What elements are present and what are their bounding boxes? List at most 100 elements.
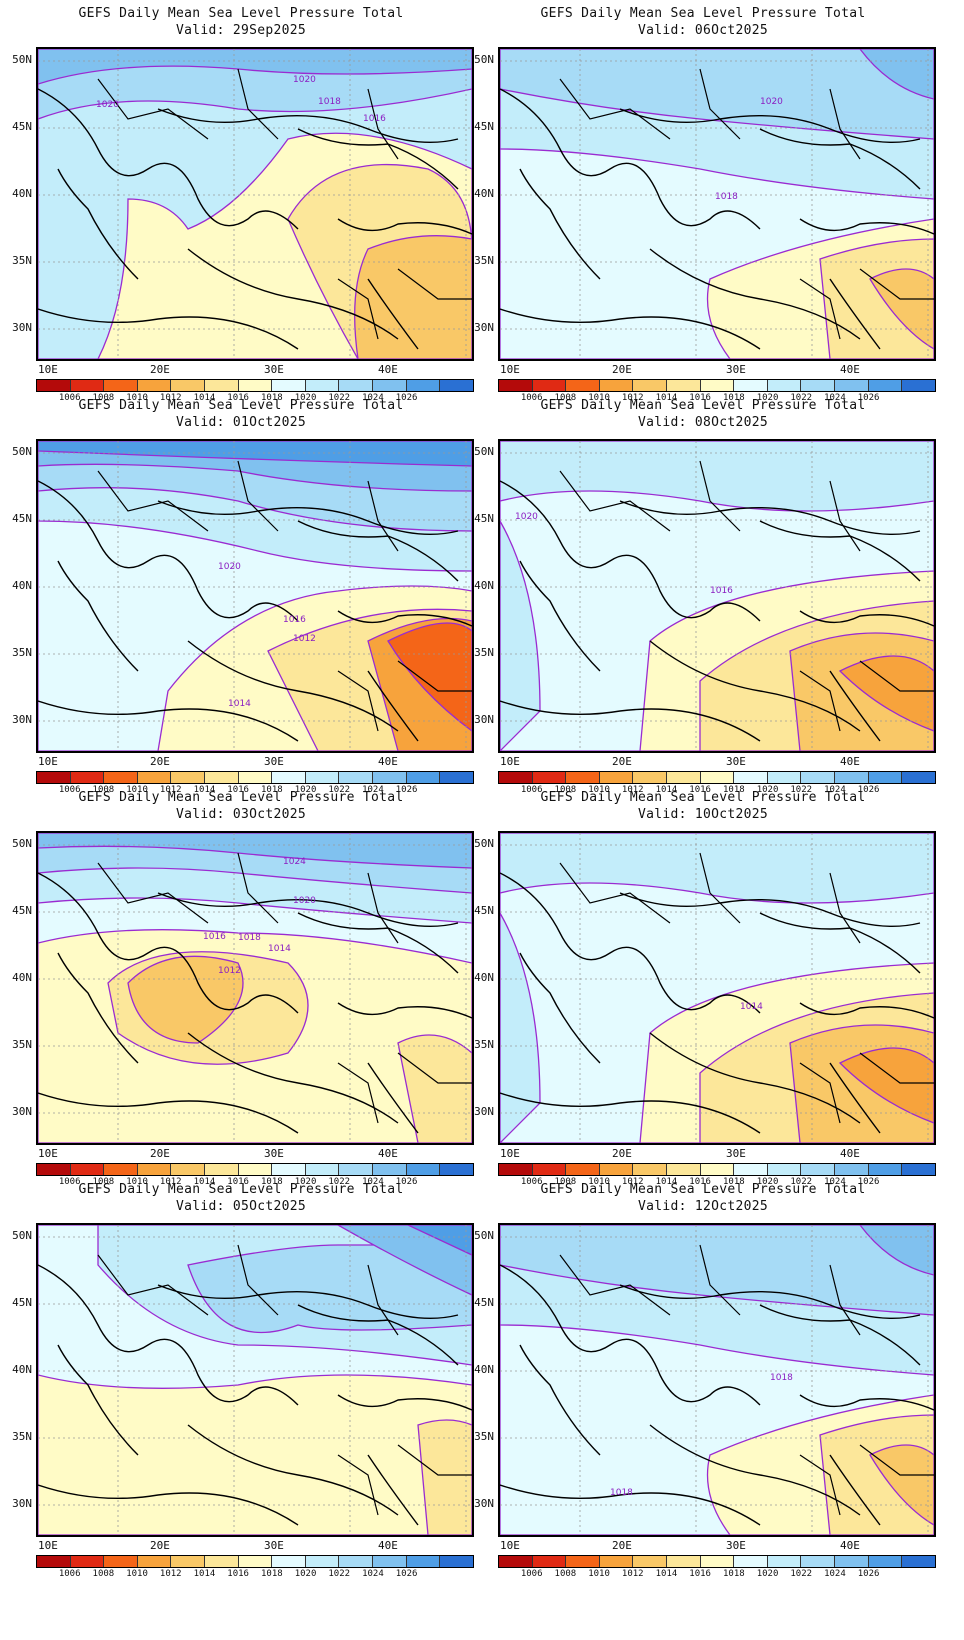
colorbar-tick-label: 1022 bbox=[790, 1569, 813, 1579]
country-border bbox=[559, 470, 671, 532]
colorbar-tick-label: 1012 bbox=[621, 1177, 644, 1187]
lat-tick-label: 45N bbox=[12, 120, 32, 133]
colorbar-tick-label: 1018 bbox=[261, 1569, 283, 1579]
lat-tick-label: 50N bbox=[474, 837, 494, 850]
lat-tick-label: 50N bbox=[474, 445, 494, 458]
colorbar-tick-label: 1018 bbox=[723, 1569, 745, 1579]
lon-tick-label: 10E bbox=[500, 755, 520, 768]
colorbar-tick-label: 1020 bbox=[756, 1569, 779, 1579]
colorbar-tick-label: 1008 bbox=[554, 785, 577, 795]
lon-tick-label: 20E bbox=[150, 1539, 170, 1552]
pressure-fill-region bbox=[354, 235, 472, 359]
coastline bbox=[157, 500, 459, 535]
colorbar-tick-label: 1008 bbox=[554, 1177, 577, 1187]
coastline bbox=[38, 1092, 299, 1134]
lat-tick-label: 30N bbox=[474, 1497, 494, 1510]
colorbar-tick-label: 1018 bbox=[261, 785, 283, 795]
contour-label: 1012 bbox=[218, 966, 241, 976]
lat-tick-label: 40N bbox=[12, 579, 32, 592]
colorbar-segment bbox=[767, 1556, 802, 1567]
colorbar-tick-label: 1016 bbox=[227, 1177, 249, 1187]
colorbar-tick-label: 1020 bbox=[294, 1569, 317, 1579]
colorbar-segment bbox=[137, 1556, 172, 1567]
coastline bbox=[500, 1264, 761, 1406]
lat-tick-label: 30N bbox=[12, 1105, 32, 1118]
colorbar-tick-label: 1014 bbox=[655, 393, 678, 403]
pressure-fill-region bbox=[500, 441, 934, 512]
colorbar-segment bbox=[734, 380, 768, 391]
coastline bbox=[829, 1062, 881, 1134]
colorbar-segment bbox=[339, 1556, 374, 1567]
panel-valid-date: Valid: 05Oct2025 bbox=[175, 1199, 307, 1214]
pressure-fill-region bbox=[500, 911, 541, 1143]
colorbar-tick-label: 1018 bbox=[723, 393, 745, 403]
country-border bbox=[397, 660, 472, 692]
panel-title: GEFS Daily Mean Sea Level Pressure Total bbox=[78, 6, 404, 21]
coastline bbox=[799, 218, 934, 235]
colorbar bbox=[498, 1555, 936, 1568]
lon-tick-label: 20E bbox=[612, 755, 632, 768]
pressure-map: 1020 1016 1012 1014 bbox=[36, 439, 474, 753]
map-canvas: 1014 bbox=[500, 833, 934, 1143]
coastline bbox=[500, 480, 761, 622]
colorbar-tick-label: 1012 bbox=[159, 1177, 182, 1187]
country-border bbox=[97, 862, 209, 924]
lat-tick-label: 30N bbox=[474, 321, 494, 334]
colorbar-tick-label: 1010 bbox=[588, 1177, 610, 1187]
coastline bbox=[619, 892, 921, 927]
coastline bbox=[38, 700, 299, 742]
coastline bbox=[38, 1484, 299, 1526]
colorbar-segment bbox=[137, 772, 172, 783]
colorbar-tick-label: 1012 bbox=[159, 1569, 182, 1579]
lon-tick-label: 30E bbox=[726, 1147, 746, 1160]
pressure-map: 1018 1018 bbox=[498, 1223, 936, 1537]
lat-tick-label: 35N bbox=[12, 254, 32, 267]
coastline bbox=[649, 248, 861, 340]
contour-label: 1018 bbox=[770, 1373, 793, 1383]
colorbar-segment bbox=[599, 380, 634, 391]
lon-tick-label: 30E bbox=[726, 755, 746, 768]
map-panel: GEFS Daily Mean Sea Level Pressure Total… bbox=[0, 0, 482, 410]
colorbar-segment bbox=[305, 1556, 340, 1567]
map-canvas: 1024 1020 1018 1016 1014 1012 bbox=[38, 833, 472, 1143]
pressure-map: 1014 bbox=[498, 831, 936, 1145]
colorbar-tick-label: 1016 bbox=[227, 393, 249, 403]
lat-tick-label: 40N bbox=[474, 187, 494, 200]
country-border bbox=[799, 278, 841, 340]
lon-tick-label: 20E bbox=[150, 755, 170, 768]
colorbar-segment bbox=[440, 380, 473, 391]
lon-tick-label: 30E bbox=[264, 1539, 284, 1552]
colorbar-segment bbox=[373, 380, 407, 391]
colorbar bbox=[498, 771, 936, 784]
pressure-map: 1020 1018 bbox=[498, 47, 936, 361]
colorbar-segment bbox=[667, 1556, 701, 1567]
country-border bbox=[337, 1454, 379, 1516]
pressure-fill-region bbox=[859, 49, 934, 100]
colorbar-segment bbox=[801, 1164, 836, 1175]
pressure-fill-region bbox=[859, 1225, 934, 1276]
contour-label: 1020 bbox=[96, 100, 119, 110]
panel-title: GEFS Daily Mean Sea Level Pressure Total bbox=[78, 790, 404, 805]
colorbar-tick-label: 1014 bbox=[193, 1177, 216, 1187]
colorbar-segment bbox=[70, 1164, 105, 1175]
colorbar-tick-label: 1024 bbox=[362, 1177, 384, 1187]
lon-tick-label: 20E bbox=[150, 363, 170, 376]
pressure-fill-region bbox=[500, 519, 541, 751]
coastline bbox=[187, 1032, 399, 1124]
lat-tick-label: 30N bbox=[12, 321, 32, 334]
pressure-fill-region bbox=[187, 1244, 472, 1334]
colorbar bbox=[36, 1163, 474, 1176]
panel-valid-date: Valid: 08Oct2025 bbox=[637, 415, 769, 430]
colorbar-tick-label: 1014 bbox=[193, 785, 216, 795]
country-border bbox=[237, 852, 279, 924]
pressure-fill-region bbox=[500, 833, 934, 904]
colorbar-segment bbox=[700, 1164, 735, 1175]
country-border bbox=[799, 1062, 841, 1124]
colorbar-segment bbox=[566, 380, 600, 391]
colorbar-segment bbox=[902, 1164, 935, 1175]
contour-label: 1020 bbox=[515, 512, 538, 522]
coastline bbox=[519, 952, 601, 1064]
colorbar-segment bbox=[272, 1164, 306, 1175]
lat-tick-label: 35N bbox=[12, 646, 32, 659]
lon-tick-label: 10E bbox=[500, 1539, 520, 1552]
